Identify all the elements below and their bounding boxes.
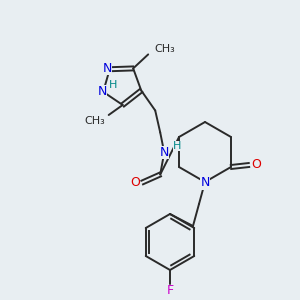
- Text: O: O: [251, 158, 261, 172]
- Text: N: N: [200, 176, 210, 190]
- Text: F: F: [167, 284, 174, 298]
- Text: O: O: [130, 176, 140, 189]
- Text: CH₃: CH₃: [154, 44, 175, 54]
- Text: N: N: [103, 62, 112, 75]
- Text: N: N: [160, 146, 169, 159]
- Text: H: H: [109, 80, 117, 90]
- Text: CH₃: CH₃: [84, 116, 105, 126]
- Text: N: N: [98, 85, 107, 98]
- Text: H: H: [173, 140, 182, 151]
